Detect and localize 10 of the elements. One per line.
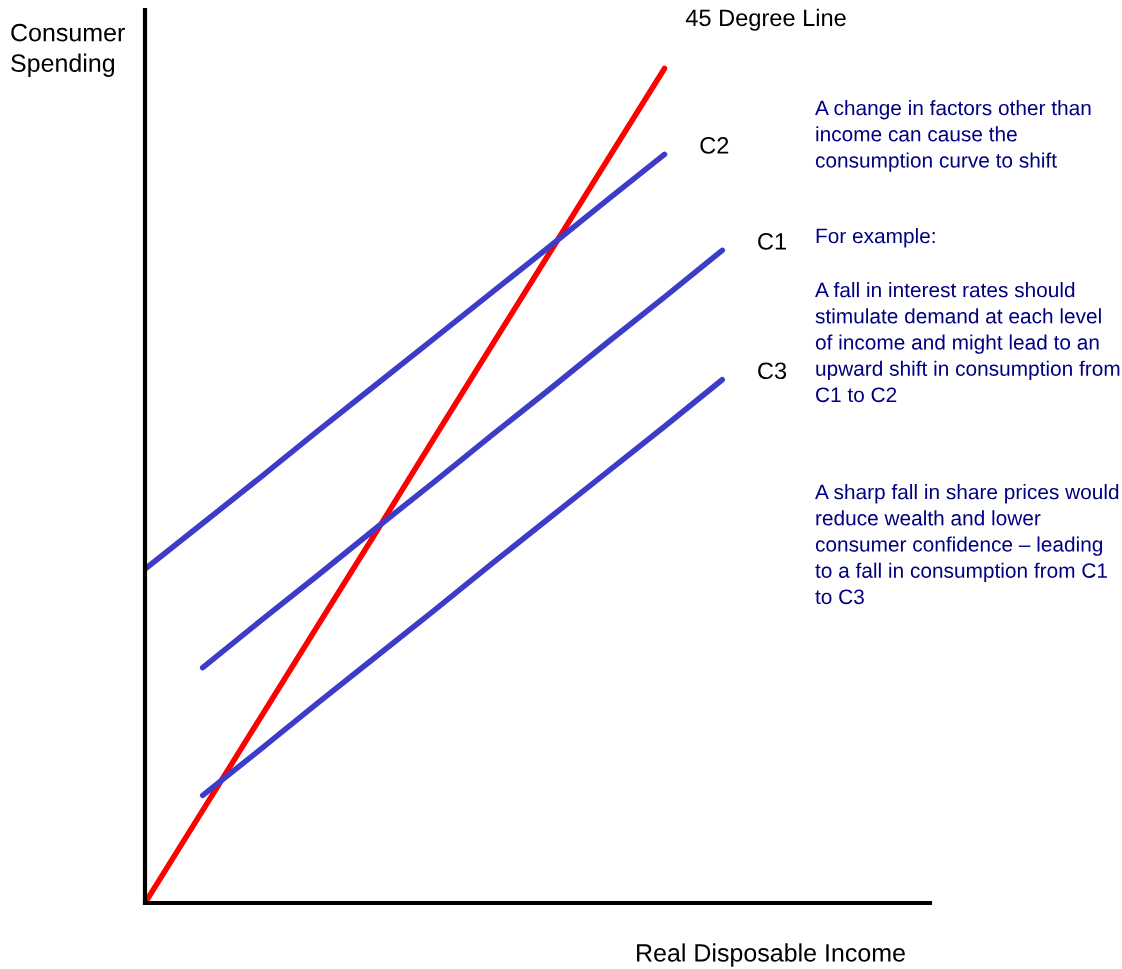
y-axis-title: Consumer Spending (11, 23, 125, 77)
text: For example: (816, 228, 935, 248)
text: A sharp fall in share prices would reduce wealth and lower consumer confidence – leading to a fall in consumption from C1 to C3 (815, 484, 1119, 605)
series-label: C2 (700, 137, 729, 154)
series-label: 45 Degree Line (685, 8, 846, 31)
text: A change in factors other than income can cause the consumption curve to shift (815, 100, 1091, 172)
series-label: C1 (758, 233, 786, 250)
text: A fall in interest rates should stimulate demand at each level of income and might lead to an upward shift in consumption from C1 to C2 (815, 282, 1120, 403)
series-label: C3 (758, 362, 787, 380)
x-axis-title: Real Disposable Income (637, 943, 905, 967)
